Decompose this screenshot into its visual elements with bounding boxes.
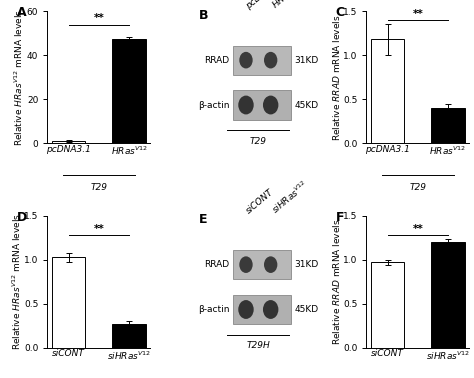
- Text: T29: T29: [250, 137, 267, 146]
- Text: T29H: T29H: [246, 341, 270, 350]
- Text: siCONT: siCONT: [244, 188, 275, 216]
- Ellipse shape: [263, 300, 278, 319]
- Bar: [371, 262, 404, 348]
- Text: **: **: [412, 9, 423, 19]
- Text: siHRas$^{V12}$: siHRas$^{V12}$: [269, 178, 311, 216]
- Ellipse shape: [263, 96, 278, 115]
- Text: 31KD: 31KD: [294, 56, 319, 65]
- Text: pcDNA3.1: pcDNA3.1: [244, 0, 284, 11]
- Y-axis label: Relative $RRAD$ mRNA levels: Relative $RRAD$ mRNA levels: [330, 218, 342, 345]
- Text: C: C: [336, 6, 345, 19]
- Bar: [233, 250, 291, 279]
- Bar: [112, 39, 146, 143]
- Text: 45KD: 45KD: [294, 101, 319, 110]
- Text: D: D: [17, 211, 27, 223]
- Text: β-actin: β-actin: [198, 305, 229, 314]
- Ellipse shape: [239, 256, 253, 273]
- Text: E: E: [199, 213, 207, 226]
- Ellipse shape: [239, 52, 253, 68]
- Ellipse shape: [238, 96, 254, 115]
- Text: RRAD: RRAD: [204, 56, 229, 65]
- Text: T29: T29: [410, 183, 426, 192]
- Y-axis label: Relative $HRas^{V12}$ mRNA levels: Relative $HRas^{V12}$ mRNA levels: [13, 9, 26, 146]
- Text: HRas$^{V12}$: HRas$^{V12}$: [269, 0, 305, 11]
- Bar: [52, 141, 85, 143]
- Ellipse shape: [264, 256, 277, 273]
- Text: **: **: [93, 224, 104, 234]
- Ellipse shape: [264, 52, 277, 68]
- Bar: [233, 295, 291, 324]
- Bar: [431, 108, 465, 143]
- Text: 45KD: 45KD: [294, 305, 319, 314]
- Bar: [431, 242, 465, 348]
- Bar: [112, 324, 146, 348]
- Text: T29: T29: [91, 183, 107, 192]
- Bar: [233, 90, 291, 119]
- Y-axis label: Relative $RRAD$ mRNA levels: Relative $RRAD$ mRNA levels: [330, 14, 342, 141]
- Bar: [233, 46, 291, 75]
- Y-axis label: Relative $HRas^{V12}$ mRNA levels: Relative $HRas^{V12}$ mRNA levels: [10, 213, 23, 350]
- Text: β-actin: β-actin: [198, 101, 229, 110]
- Ellipse shape: [238, 300, 254, 319]
- Text: RRAD: RRAD: [204, 260, 229, 269]
- Text: A: A: [17, 6, 26, 19]
- Text: B: B: [199, 9, 208, 22]
- Bar: [371, 39, 404, 143]
- Text: 31KD: 31KD: [294, 260, 319, 269]
- Text: **: **: [93, 13, 104, 23]
- Text: F: F: [336, 211, 344, 223]
- Bar: [52, 257, 85, 348]
- Text: **: **: [412, 224, 423, 234]
